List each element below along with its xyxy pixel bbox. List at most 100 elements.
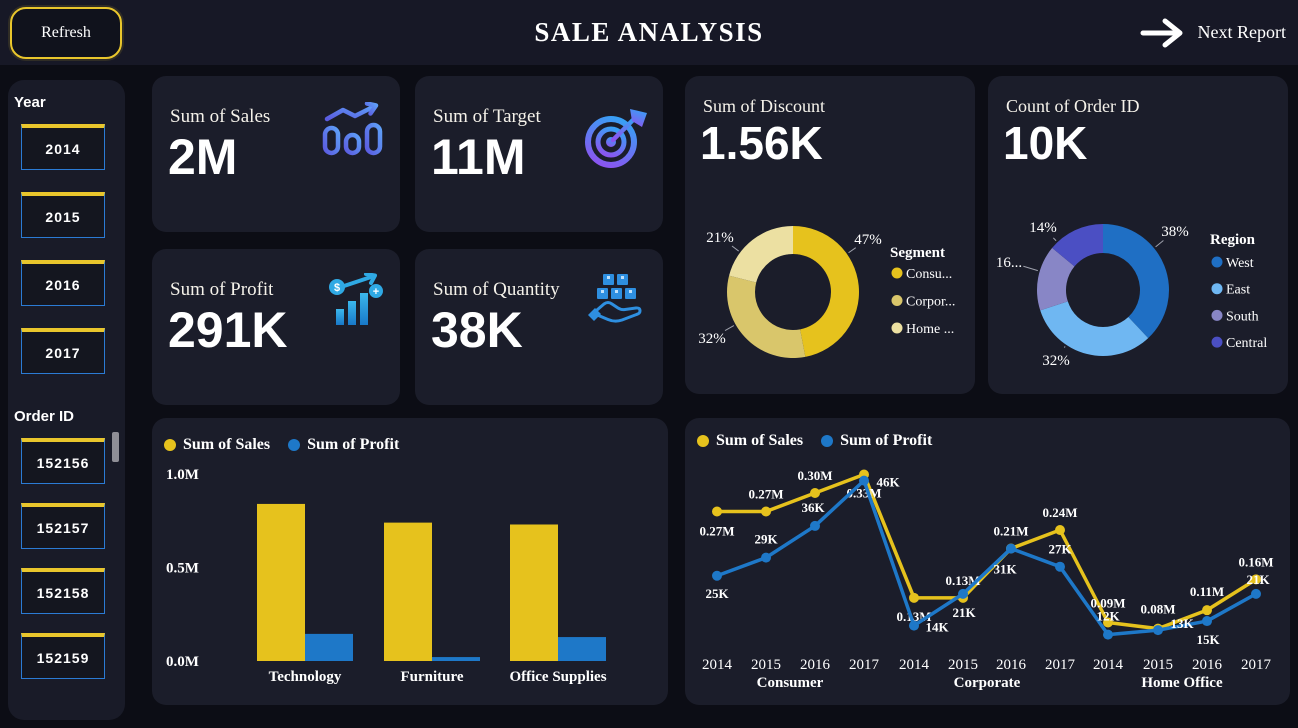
legend-dot[interactable] — [1211, 309, 1223, 321]
top-bar: SALE ANALYSIS Refresh Next Report — [0, 0, 1298, 65]
region-donut-chart[interactable]: 38% 32% 16... 14% Region West East South Central — [988, 76, 1288, 394]
chart-total-value: 1.56K — [700, 117, 823, 169]
bar-technology-profit[interactable] — [305, 633, 353, 661]
bar-furniture-profit[interactable] — [432, 657, 480, 661]
data-point[interactable] — [761, 506, 771, 517]
line-chart-legend: Sum of Sales Sum of Profit — [697, 432, 932, 450]
data-point[interactable] — [810, 520, 820, 531]
data-point[interactable] — [1251, 588, 1261, 599]
category-bar-chart[interactable]: 1.0M 0.5M 0.0M Technology Furniture Office Su… — [152, 418, 668, 705]
year-option-2017[interactable]: 2017 — [21, 328, 105, 374]
data-point[interactable] — [1103, 629, 1113, 640]
donut-slice-Consumer[interactable] — [793, 226, 860, 357]
legend-label[interactable]: Consu... — [906, 267, 952, 282]
legend-label[interactable]: Home ... — [906, 322, 954, 337]
donut-slice-West[interactable] — [1103, 224, 1169, 339]
donut-percent-label: 47% — [854, 232, 882, 248]
segment-year-line-chart[interactable]: 0.27M0.27M0.30M0.33M0.13M0.13M0.21M0.24M… — [685, 418, 1290, 705]
sidebar-filters: Year 2014 2015 2016 2017 Order ID 152156 152… — [8, 80, 125, 720]
legend-item-sum-of-sales[interactable]: Sum of Sales — [164, 436, 270, 454]
donut-slice-Home Office[interactable] — [729, 226, 793, 283]
data-point[interactable] — [859, 475, 869, 486]
legend-label[interactable]: Central — [1226, 336, 1267, 351]
donut-slice-East[interactable] — [1040, 301, 1149, 356]
data-point[interactable] — [712, 506, 722, 517]
legend-label[interactable]: South — [1226, 309, 1259, 324]
data-point[interactable] — [1055, 524, 1065, 535]
data-label: 31K — [993, 562, 1017, 577]
data-label: 0.11M — [1190, 584, 1224, 599]
legend-label[interactable]: Corpor... — [906, 295, 955, 310]
order-id-option-152157[interactable]: 152157 — [21, 503, 105, 549]
donut-percent-label: 16... — [996, 255, 1022, 271]
scrollbar-thumb[interactable] — [112, 432, 119, 462]
page-title: SALE ANALYSIS — [534, 17, 764, 47]
kpi-value: 2M — [168, 129, 238, 185]
bar-office-supplies-profit[interactable] — [558, 637, 606, 661]
y-axis-tick: 0.5M — [166, 561, 199, 577]
donut-percent-label: 32% — [698, 331, 726, 347]
data-point[interactable] — [1153, 625, 1163, 636]
legend-dot[interactable] — [1211, 256, 1223, 268]
region-donut-card: Count of Order ID 10K 38% 32% 16... 14% Regi… — [988, 76, 1288, 394]
refresh-button[interactable]: Refresh — [10, 7, 122, 59]
refresh-button-label: Refresh — [41, 24, 91, 41]
category-bar-card: Sum of Sales Sum of Profit 1.0M 0.5M 0.0M Te… — [152, 418, 668, 705]
data-point[interactable] — [761, 552, 771, 563]
y-axis-tick: 1.0M — [166, 467, 199, 483]
donut-slice-Corporate[interactable] — [727, 275, 806, 358]
legend-item-sum-of-profit[interactable]: Sum of Profit — [288, 436, 399, 454]
legend-label[interactable]: East — [1226, 283, 1250, 298]
legend-dot[interactable] — [1211, 336, 1223, 348]
line-series-profit — [716, 478, 1257, 637]
data-label: 14K — [925, 620, 949, 635]
donut-percent-label: 32% — [1042, 353, 1070, 369]
kpi-title: Sum of Quantity — [433, 279, 560, 300]
data-point[interactable] — [909, 592, 919, 603]
x-axis-year-label: 2015 — [948, 657, 978, 673]
data-point[interactable] — [1202, 616, 1212, 627]
x-axis-year-label: 2017 — [1241, 657, 1272, 673]
data-point[interactable] — [1103, 617, 1113, 628]
legend-label: Sum of Sales — [183, 436, 271, 453]
x-axis-year-label: 2017 — [1045, 657, 1076, 673]
donut-percent-label: 14% — [1029, 220, 1057, 236]
order-id-option-152159[interactable]: 152159 — [21, 633, 105, 679]
bar-furniture-sales[interactable] — [384, 522, 432, 661]
legend-dot[interactable] — [1211, 283, 1223, 295]
order-id-option-152156[interactable]: 152156 — [21, 438, 105, 484]
donut-slice-South[interactable] — [1037, 247, 1075, 311]
data-point[interactable] — [1006, 543, 1016, 554]
kpi-title: Sum of Sales — [170, 106, 271, 127]
data-point[interactable] — [909, 620, 919, 631]
bar-office-supplies-sales[interactable] — [510, 524, 558, 661]
year-option-2016[interactable]: 2016 — [21, 260, 105, 306]
data-point[interactable] — [810, 487, 820, 498]
legend-dot[interactable] — [891, 267, 903, 279]
x-axis-category-label: Technology — [269, 669, 342, 685]
legend-item-sum-of-sales[interactable]: Sum of Sales — [697, 432, 803, 450]
donut-slice-Central[interactable] — [1052, 224, 1103, 267]
year-option-2014[interactable]: 2014 — [21, 124, 105, 170]
legend-dot[interactable] — [891, 295, 903, 306]
legend-dot[interactable] — [891, 322, 903, 334]
legend-item-sum-of-profit[interactable]: Sum of Profit — [821, 432, 932, 450]
year-option-2015[interactable]: 2015 — [21, 192, 105, 238]
bar-technology-sales[interactable] — [257, 503, 305, 661]
data-point[interactable] — [958, 588, 968, 599]
data-point[interactable] — [1055, 561, 1065, 572]
legend-label[interactable]: West — [1226, 256, 1254, 271]
next-report-button[interactable]: Next Report — [1140, 0, 1286, 65]
donut-percent-label: 21% — [706, 230, 734, 246]
data-point[interactable] — [1202, 605, 1212, 616]
data-point[interactable] — [712, 570, 722, 581]
x-axis-year-label: 2017 — [849, 657, 880, 673]
data-point[interactable] — [1251, 574, 1261, 585]
kpi-card-target: Sum of Target 11M — [415, 76, 663, 232]
legend-dot — [821, 435, 834, 447]
order-id-option-152158[interactable]: 152158 — [21, 568, 105, 614]
segment-donut-chart[interactable]: 47% 32% 21% Segment Consu... Corpor... Home ..… — [685, 76, 975, 394]
y-axis-tick: 0.0M — [166, 654, 199, 670]
x-axis-year-label: 2015 — [751, 657, 781, 673]
